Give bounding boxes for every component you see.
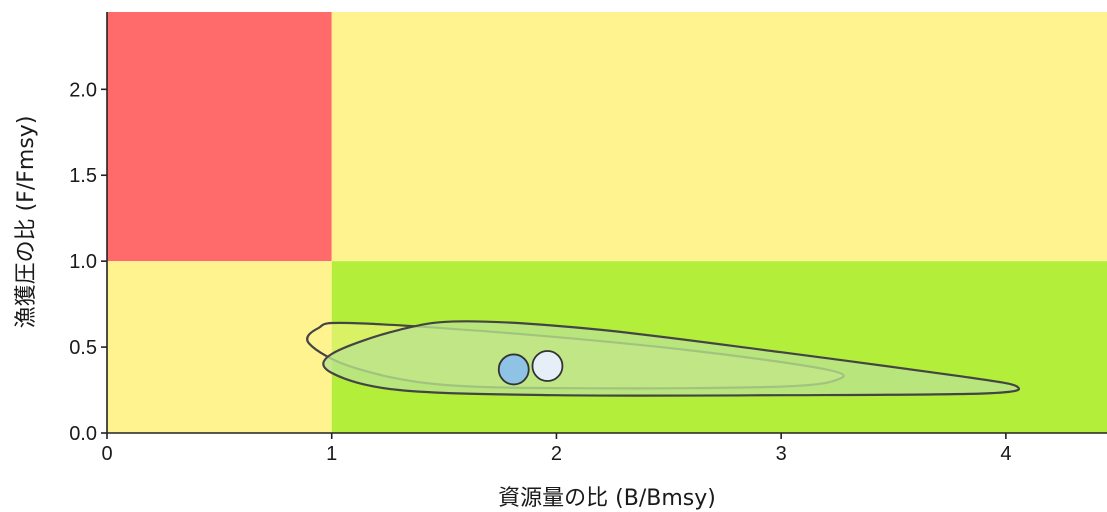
y-ticks: 0.0 0.5 1.0 1.5 2.0 — [69, 79, 107, 445]
y-tick-label: 1.0 — [69, 251, 97, 273]
x-tick-label: 2 — [551, 443, 562, 465]
status-regions — [107, 12, 1107, 433]
x-tick-label: 3 — [776, 443, 787, 465]
y-tick-label: 1.5 — [69, 165, 97, 187]
confidence-ellipses — [306, 320, 1021, 397]
y-tick-label: 0.5 — [69, 337, 97, 359]
y-axis-title: 漁獲圧の比 (F/Fmsy) — [14, 116, 39, 329]
region-overfishing — [331, 12, 1107, 262]
x-tick-label: 4 — [1000, 443, 1011, 465]
data-point-2 — [531, 350, 564, 382]
x-tick-label: 1 — [326, 443, 337, 465]
confidence-ellipse-2 — [322, 320, 1021, 397]
x-tick-label: 0 — [101, 443, 112, 465]
y-tick-label: 2.0 — [69, 79, 97, 101]
x-ticks: 0 1 2 3 4 — [101, 433, 1011, 465]
y-tick-label: 0.0 — [69, 423, 97, 445]
axes — [106, 12, 1107, 434]
data-points — [497, 350, 564, 386]
data-point-1 — [497, 353, 530, 386]
region-overfished — [107, 261, 332, 433]
region-overfished-overfishing — [107, 12, 332, 262]
x-axis-title: 資源量の比 (B/Bmsy) — [498, 486, 716, 511]
